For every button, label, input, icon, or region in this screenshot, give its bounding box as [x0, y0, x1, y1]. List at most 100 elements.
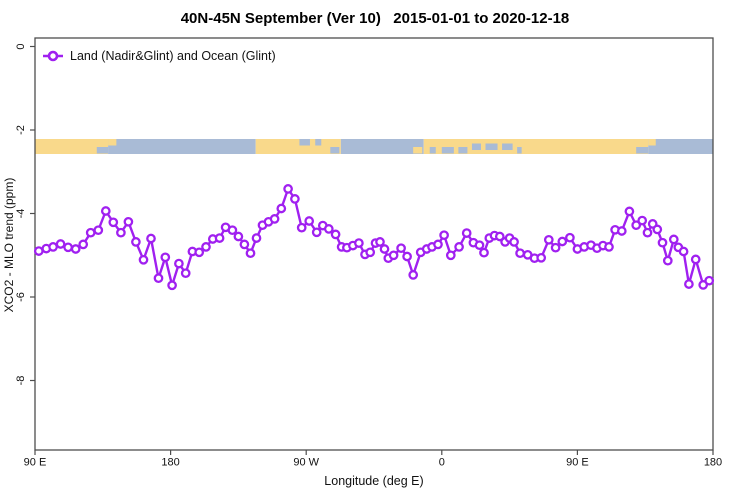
data-point — [33, 246, 44, 256]
map-strip-ocean-speckle — [96, 147, 109, 154]
data-point — [616, 226, 627, 236]
data-point — [461, 228, 472, 238]
data-point — [433, 239, 443, 250]
data-point — [515, 248, 525, 259]
data-point — [668, 234, 679, 245]
data-point — [388, 250, 399, 261]
data-point — [227, 225, 238, 236]
map-strip-ocean-segment — [108, 139, 256, 154]
data-point — [290, 194, 300, 204]
x-tick-label: 90 W — [293, 457, 319, 469]
data-point — [153, 273, 164, 284]
map-strip-ocean-speckle — [471, 143, 481, 150]
map-strip-land-segment — [423, 139, 649, 154]
y-tick-label: -2 — [15, 125, 27, 135]
data-point — [116, 227, 126, 238]
data-point — [454, 242, 464, 252]
y-tick-label: -6 — [15, 292, 27, 302]
data-point — [445, 250, 456, 261]
data-point — [657, 237, 668, 248]
map-strip-ocean-speckle — [429, 147, 436, 154]
map-strip-land-speckle — [648, 139, 656, 146]
map-strip-land-segment — [35, 139, 109, 154]
data-point — [251, 233, 262, 243]
data-point — [565, 232, 575, 243]
data-line — [38, 187, 710, 287]
data-point — [652, 224, 663, 235]
data-point — [494, 231, 505, 242]
data-point — [604, 242, 614, 252]
data-point — [70, 244, 81, 254]
x-tick-label: 90 E — [24, 457, 47, 469]
data-point — [180, 268, 191, 279]
plot-frame — [34, 37, 714, 451]
data-point — [684, 279, 694, 289]
data-point — [678, 246, 689, 257]
data-point — [160, 252, 171, 263]
data-point — [269, 214, 280, 224]
data-point — [63, 242, 73, 253]
data-point — [690, 254, 701, 265]
data-point — [167, 280, 177, 291]
data-point — [283, 184, 293, 194]
data-point — [550, 242, 561, 253]
data-point — [123, 216, 134, 227]
data-point — [311, 227, 322, 238]
data-point — [131, 237, 141, 247]
y-axis-title: XCO2 - MLO trend (ppm) — [2, 177, 16, 313]
data-point — [624, 206, 635, 217]
data-point — [138, 254, 149, 265]
data-point — [85, 227, 96, 238]
data-point — [276, 203, 287, 214]
legend-label: Land (Nadir&Glint) and Ocean (Glint) — [70, 49, 276, 63]
data-point — [78, 239, 89, 250]
map-strip-ocean-segment — [648, 139, 713, 154]
data-point — [379, 244, 390, 254]
map-strip-ocean-speckle — [517, 147, 522, 154]
data-point — [296, 222, 307, 233]
data-point — [48, 242, 58, 252]
data-point — [704, 275, 715, 286]
map-strip-ocean-speckle — [485, 143, 498, 150]
data-point — [402, 251, 412, 262]
x-axis-title: Longitude (deg E) — [324, 474, 424, 488]
data-point — [55, 239, 66, 249]
map-strip-ocean-speckle — [315, 139, 322, 146]
legend-marker-icon — [47, 50, 59, 62]
x-tick-label: 180 — [161, 457, 179, 469]
y-tick-label: -8 — [15, 376, 27, 386]
data-point — [100, 206, 111, 216]
data-point — [108, 217, 119, 228]
data-point — [323, 224, 334, 234]
data-point — [239, 239, 250, 250]
y-tick-label: -4 — [15, 209, 27, 219]
data-point — [642, 227, 653, 238]
data-point — [637, 215, 648, 226]
map-strip-land-segment — [255, 139, 341, 154]
data-point — [479, 247, 489, 258]
map-strip-ocean-speckle — [330, 147, 340, 154]
data-point — [474, 240, 485, 251]
data-point — [146, 233, 156, 244]
data-point — [201, 242, 211, 252]
map-strip-land-speckle — [108, 139, 117, 146]
x-tick-label: 0 — [439, 457, 445, 469]
map-strip-ocean-speckle — [502, 143, 513, 150]
data-point — [536, 252, 547, 263]
data-point — [509, 237, 519, 247]
data-point — [543, 234, 554, 245]
data-point — [439, 230, 449, 241]
data-point — [662, 255, 673, 266]
chart-title: 40N-45N September (Ver 10) 2015-01-01 to… — [180, 10, 570, 27]
data-point — [365, 247, 376, 258]
map-strip-ocean-speckle — [458, 147, 468, 154]
map-strip-ocean-speckle — [299, 139, 310, 146]
data-point — [557, 236, 568, 247]
map-strip-ocean-speckle — [441, 147, 454, 154]
data-point — [304, 216, 315, 226]
data-point — [330, 229, 341, 240]
data-point — [631, 220, 642, 231]
x-tick-label: 180 — [704, 457, 722, 469]
